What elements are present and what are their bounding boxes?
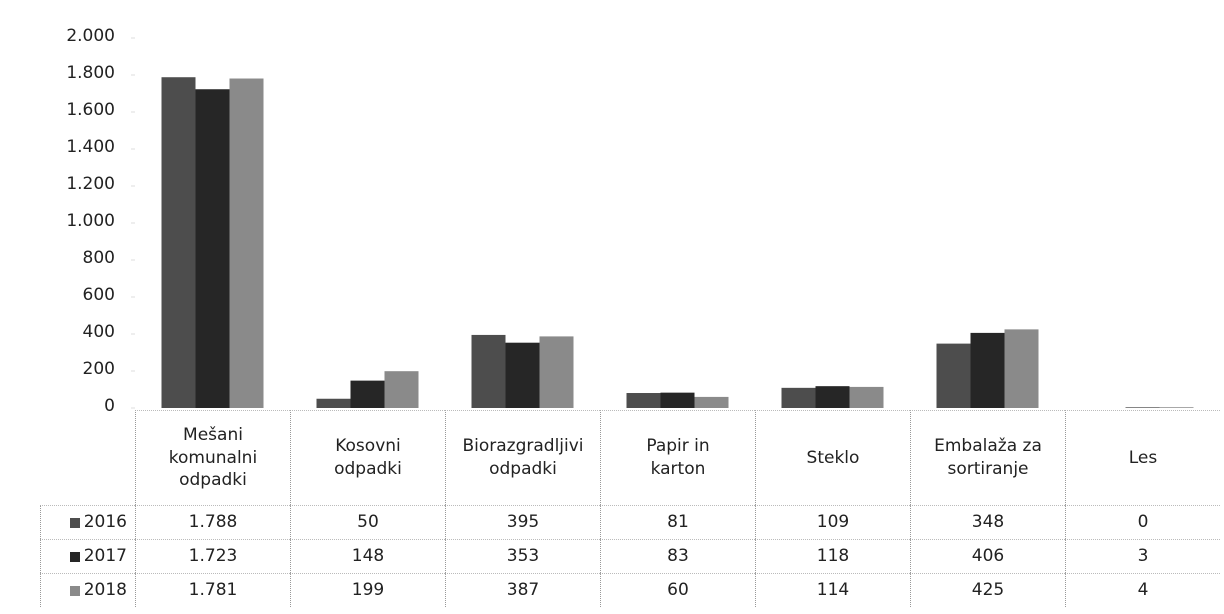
table-value: 0	[1065, 505, 1220, 539]
table-value: 1.788	[135, 505, 290, 539]
y-tick-label: 1.000	[66, 211, 115, 231]
bar	[936, 343, 971, 408]
y-tick-label: 600	[82, 285, 115, 305]
bar	[970, 332, 1005, 408]
table-value: 83	[600, 539, 755, 573]
category-label: Papir in karton	[600, 410, 755, 505]
category-label: Steklo	[755, 410, 910, 505]
y-tick-label: 1.600	[66, 100, 115, 120]
y-tick-label: 200	[82, 359, 115, 379]
legend-entry: 2016	[40, 505, 135, 539]
bar	[694, 396, 729, 408]
table-value: 3	[1065, 539, 1220, 573]
bar	[350, 380, 385, 408]
bar	[1159, 407, 1194, 408]
table-value: 4	[1065, 573, 1220, 607]
table-value: 353	[445, 539, 600, 573]
legend-key	[69, 585, 80, 596]
y-tick-label: 2.000	[66, 26, 115, 46]
legend-entry: 2018	[40, 573, 135, 607]
legend-label: 2017	[83, 546, 127, 567]
bar	[195, 89, 230, 409]
category-label: Mešani komunalni odpadki	[135, 410, 290, 505]
table-value: 199	[290, 573, 445, 607]
bar	[815, 386, 850, 408]
bar	[1125, 407, 1160, 408]
bar	[626, 393, 661, 408]
legend-key	[69, 551, 80, 562]
bar	[229, 78, 264, 408]
table-value: 109	[755, 505, 910, 539]
y-tick-label: 800	[82, 248, 115, 268]
y-tick-label: 400	[82, 322, 115, 342]
bar	[505, 342, 540, 408]
category-label: Biorazgradljivi odpadki	[445, 410, 600, 505]
table-value: 348	[910, 505, 1065, 539]
table-value: 387	[445, 573, 600, 607]
y-tick-label: 1.200	[66, 174, 115, 194]
legend-label: 2018	[83, 580, 127, 601]
y-tick-label: 1.800	[66, 63, 115, 83]
table-value: 114	[755, 573, 910, 607]
bar	[1004, 329, 1039, 408]
table-value: 425	[910, 573, 1065, 607]
category-label: Kosovni odpadki	[290, 410, 445, 505]
table-value: 406	[910, 539, 1065, 573]
table-value: 1.781	[135, 573, 290, 607]
bar	[849, 386, 884, 408]
bar	[660, 392, 695, 408]
table-value: 1.723	[135, 539, 290, 573]
bar	[539, 336, 574, 408]
bar	[781, 387, 816, 408]
y-tick-label: 1.400	[66, 137, 115, 157]
table-value: 81	[600, 505, 755, 539]
table-value: 395	[445, 505, 600, 539]
bar	[384, 371, 419, 408]
table-value: 118	[755, 539, 910, 573]
bar	[471, 334, 506, 408]
table-value: 60	[600, 573, 755, 607]
bar	[161, 77, 196, 408]
legend-label: 2016	[83, 512, 127, 533]
legend-key	[69, 517, 80, 528]
category-label: Embalaža za sortiranje	[910, 410, 1065, 505]
table-value: 148	[290, 539, 445, 573]
category-label: Les	[1065, 410, 1220, 505]
y-tick-label: 0	[104, 396, 115, 416]
legend-entry: 2017	[40, 539, 135, 573]
table-value: 50	[290, 505, 445, 539]
bar	[316, 398, 351, 408]
